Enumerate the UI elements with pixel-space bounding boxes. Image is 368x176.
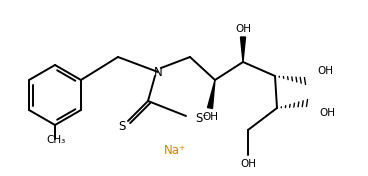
Polygon shape: [241, 37, 245, 62]
Text: OH: OH: [317, 66, 333, 76]
Text: CH₃: CH₃: [46, 135, 65, 145]
Text: N: N: [153, 65, 162, 78]
Text: OH: OH: [240, 159, 256, 169]
Polygon shape: [208, 80, 215, 108]
Text: OH: OH: [235, 24, 251, 34]
Text: OH: OH: [202, 112, 218, 122]
Text: Na⁺: Na⁺: [164, 143, 186, 156]
Text: OH: OH: [319, 108, 335, 118]
Text: S: S: [118, 120, 126, 133]
Text: S⁻: S⁻: [195, 112, 209, 124]
